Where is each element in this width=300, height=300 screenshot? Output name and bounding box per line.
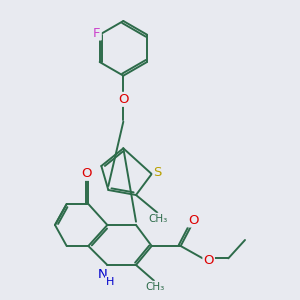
Text: CH₃: CH₃: [148, 214, 168, 224]
Text: H: H: [106, 277, 114, 287]
Text: O: O: [118, 93, 129, 106]
Text: F: F: [93, 26, 101, 40]
Text: O: O: [81, 167, 92, 180]
Text: S: S: [154, 166, 162, 179]
Text: N: N: [98, 268, 107, 281]
Text: CH₃: CH₃: [146, 282, 165, 292]
Text: O: O: [203, 254, 214, 266]
Text: O: O: [188, 214, 199, 226]
